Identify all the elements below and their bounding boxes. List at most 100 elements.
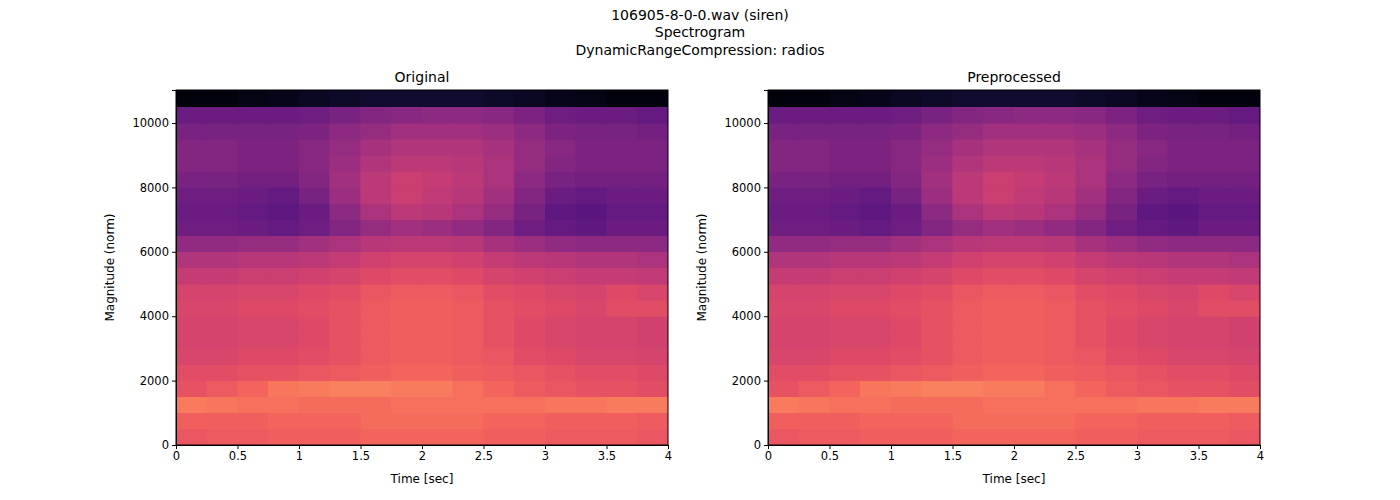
x-tick: 0 [173,445,180,463]
cell [922,413,953,429]
x-tick-label: 4 [665,449,672,463]
cells [176,90,668,445]
cell [484,107,515,123]
cell [637,268,668,284]
cell [268,171,299,187]
cell [1199,139,1230,155]
cell [953,316,984,332]
cell [607,123,638,139]
cell [1014,171,1045,187]
cell [891,204,922,220]
cell [299,397,330,413]
cell [983,332,1014,348]
cell [391,300,422,316]
cell [391,171,422,187]
cell [299,316,330,332]
cell [238,316,269,332]
x-tick: 4 [1257,445,1264,463]
cell [1076,348,1107,364]
x-tick-label: 0 [765,449,772,463]
cell [1168,316,1199,332]
cell [514,123,545,139]
cell [607,90,638,107]
cell [953,332,984,348]
cell [799,284,830,300]
cell [607,171,638,187]
cell [1076,381,1107,397]
cell [268,300,299,316]
cell [1076,220,1107,236]
cell [268,429,299,445]
cell [484,236,515,252]
cell [830,300,861,316]
cell [768,220,799,236]
cell [1106,284,1137,300]
cell [860,90,891,107]
cell [1137,236,1168,252]
cell [361,268,392,284]
cell [983,316,1014,332]
frame [176,90,668,445]
cell [299,300,330,316]
cell [484,332,515,348]
x-axis-title: Time [sec] [390,472,454,486]
cell [799,381,830,397]
cell [207,236,238,252]
cell [176,284,207,300]
cell [1137,171,1168,187]
cell [1137,204,1168,220]
cell [1229,139,1260,155]
cell [453,107,484,123]
cell [361,348,392,364]
cell [268,365,299,381]
cell [860,268,891,284]
cell [453,300,484,316]
cell [484,365,515,381]
cell [453,365,484,381]
cell [176,397,207,413]
cell [361,316,392,332]
cell [484,429,515,445]
x-tick-label: 2 [1011,449,1018,463]
cell [1168,365,1199,381]
cell [391,220,422,236]
cell [299,187,330,203]
cell [768,284,799,300]
cell [1014,316,1045,332]
y-tick: 8000 [732,181,768,195]
cell [799,204,830,220]
cell [238,139,269,155]
cell [1014,397,1045,413]
cell [330,381,361,397]
cell [637,316,668,332]
cell [1045,332,1076,348]
cell [545,204,576,220]
y-tick: 10000 [132,116,176,130]
cell [891,381,922,397]
cell [1076,236,1107,252]
y-tick-label: 2000 [732,374,761,388]
cell [238,365,269,381]
cell [1106,252,1137,268]
cell [1199,236,1230,252]
cell [330,413,361,429]
cell [1076,252,1107,268]
cell [1076,332,1107,348]
cell [422,252,453,268]
cell [922,316,953,332]
cell [1137,348,1168,364]
cell [330,268,361,284]
cell [799,252,830,268]
y-tick-mark [172,187,176,188]
cell [1229,284,1260,300]
cell [768,429,799,445]
cell [484,381,515,397]
cell [514,107,545,123]
cell [422,107,453,123]
x-tick: 0 [765,445,772,463]
cell [545,90,576,107]
cell [207,204,238,220]
cell [545,171,576,187]
cell [637,90,668,107]
cell [799,155,830,171]
